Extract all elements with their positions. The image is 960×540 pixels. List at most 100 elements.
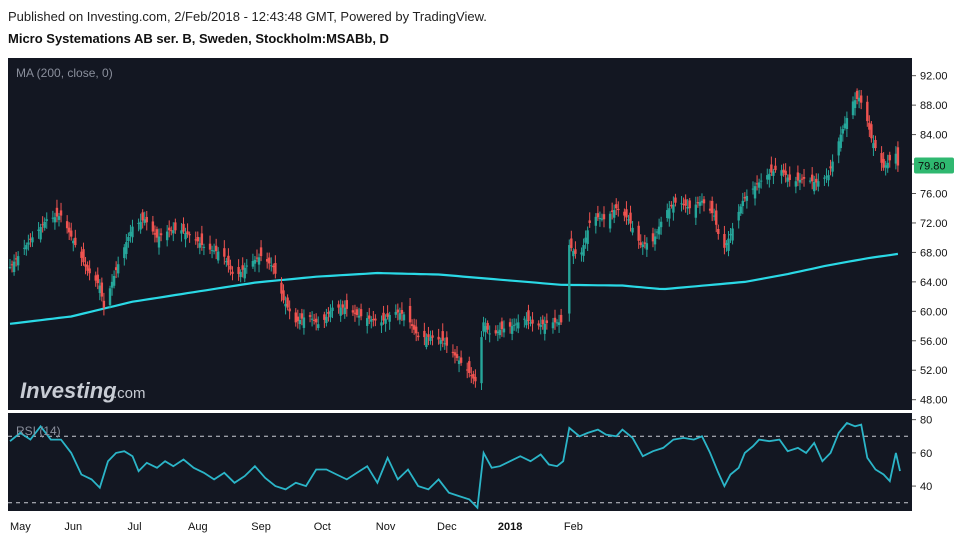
candle-body <box>341 304 344 308</box>
candle-body <box>157 236 161 248</box>
candle-body <box>198 243 202 248</box>
candle-body <box>480 337 483 384</box>
candle-body <box>331 307 334 311</box>
candle-body <box>288 308 291 312</box>
candle-body <box>114 267 118 271</box>
candle-body <box>882 158 885 168</box>
candle-body <box>745 195 749 201</box>
candle-body <box>808 180 812 182</box>
candle-body <box>768 173 771 180</box>
candle-body <box>265 259 269 262</box>
candle-body <box>14 258 18 260</box>
candle-body <box>657 226 661 235</box>
candle-body <box>417 335 420 338</box>
candle-body <box>437 336 440 340</box>
candle-body <box>239 271 242 278</box>
candle-body <box>582 245 585 256</box>
candle-body <box>441 331 444 341</box>
candle-body <box>810 174 814 182</box>
candle-body <box>729 234 732 236</box>
candle-body <box>682 203 685 205</box>
candle-body <box>272 266 275 268</box>
candle-body <box>202 246 206 248</box>
candle-body <box>159 233 163 236</box>
candle-body <box>688 200 691 209</box>
price-tick-label: 60.00 <box>920 306 948 318</box>
candle-body <box>468 361 471 373</box>
candle-body <box>231 271 234 274</box>
candle-body <box>541 319 544 325</box>
candle-body <box>474 376 477 382</box>
investing-watermark: Investing .com <box>20 378 146 403</box>
candle-body <box>184 232 187 240</box>
candle-body <box>868 122 871 130</box>
candle-body <box>325 316 328 324</box>
candle-body <box>337 304 340 308</box>
candle-body <box>839 134 842 149</box>
candle-body <box>574 249 577 254</box>
candle-body <box>866 101 869 122</box>
candle-body <box>802 177 806 179</box>
candle-body <box>70 230 73 237</box>
candle-body <box>515 323 518 325</box>
candle-body <box>615 204 618 209</box>
candle-body <box>727 238 730 251</box>
candle-body <box>427 334 430 338</box>
candle-body <box>196 236 199 242</box>
candle-body <box>170 230 173 232</box>
candle-body <box>55 207 59 217</box>
candle-body <box>608 213 612 229</box>
candle-body <box>770 164 773 173</box>
candle-body <box>59 210 63 216</box>
candle-body <box>782 169 785 173</box>
candle-body <box>570 238 573 248</box>
candle-body <box>529 322 532 324</box>
candle-body <box>357 315 361 318</box>
candle-body <box>84 264 87 267</box>
candle-body <box>523 318 526 320</box>
candle-body <box>643 242 647 244</box>
candle-body <box>86 265 89 271</box>
candle-body <box>359 309 363 317</box>
watermark-brand: Investing <box>20 378 117 403</box>
candle-body <box>225 261 228 263</box>
candle-body <box>245 265 248 267</box>
price-tick-label: 88.00 <box>920 100 948 112</box>
candle-body <box>172 230 175 234</box>
candle-body <box>666 210 669 219</box>
candle-body <box>302 317 306 328</box>
candle-body <box>237 266 240 274</box>
candle-body <box>845 118 849 129</box>
candle-body <box>639 242 642 246</box>
rsi-line <box>9 421 901 510</box>
candle-body <box>774 165 777 171</box>
candle-body <box>739 206 742 214</box>
candle-body <box>398 313 402 320</box>
x-tick-label: May <box>10 521 31 533</box>
candle-body <box>625 209 628 218</box>
candle-body <box>472 373 475 379</box>
candle-body <box>25 245 28 250</box>
candle-body <box>813 181 816 192</box>
candle-body <box>859 95 863 103</box>
candle-body <box>227 255 230 266</box>
last-price-label: 79.80 <box>918 161 946 173</box>
instrument-title: Micro Systemations AB ser. B, Sweden, St… <box>8 31 389 46</box>
candle-body <box>612 210 616 218</box>
candle-body <box>368 315 371 319</box>
candle-body <box>568 245 571 314</box>
x-tick-label: Jul <box>127 521 141 533</box>
x-tick-label: Dec <box>437 521 457 533</box>
candle-body <box>88 268 91 274</box>
price-panel-background <box>8 58 912 410</box>
candle-body <box>43 221 46 228</box>
candle-body <box>488 333 491 335</box>
candle-body <box>537 323 540 326</box>
candle-body <box>527 310 530 322</box>
price-tick-label: 64.00 <box>920 277 948 289</box>
candle-body <box>870 124 873 139</box>
candle-body <box>31 237 34 243</box>
candle-body <box>268 257 271 264</box>
ma-indicator-label: MA (200, close, 0) <box>16 66 113 80</box>
candle-body <box>108 288 112 306</box>
